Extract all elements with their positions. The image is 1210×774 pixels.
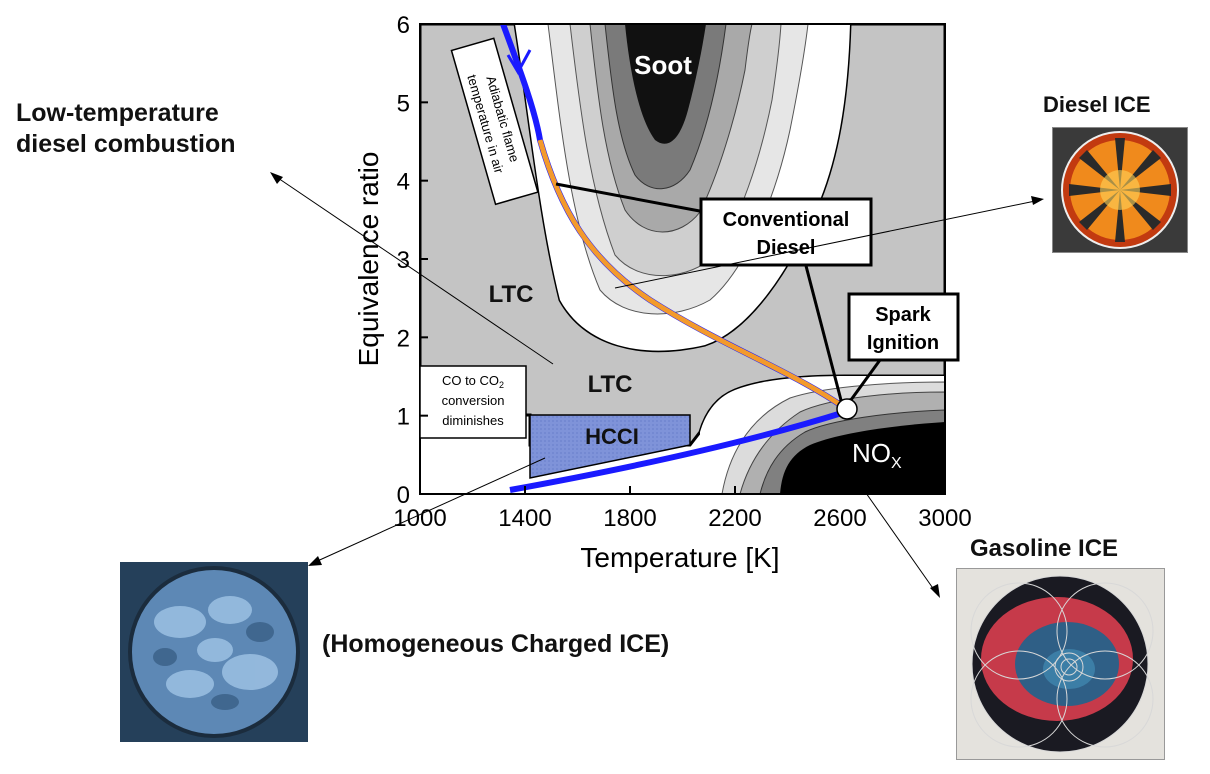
x-tick-label: 1400 [498, 505, 551, 532]
spark-ignition-line1: Spark [875, 304, 931, 326]
conventional-pointer-1 [555, 182, 706, 214]
adiabatic-label-box [450, 37, 539, 206]
x-tick-label: 1000 [393, 505, 446, 532]
diesel-ice-label: Diesel ICE [1043, 92, 1151, 117]
y-tick-label: 6 [397, 12, 410, 39]
adiabatic-lower-curve [509, 409, 846, 493]
co-conversion-box [419, 365, 527, 439]
region-nox: NOX [852, 438, 902, 472]
homogeneous-label: (Homogeneous Charged ICE) [322, 630, 670, 658]
hcci-graphic [120, 562, 308, 742]
gasoline-ice-arrow [865, 492, 938, 595]
diesel-ice-image [1052, 127, 1188, 253]
conventional-pointer-2 [803, 261, 844, 405]
gasoline-ice-arrowhead [930, 584, 940, 598]
hcci-region [529, 414, 691, 479]
gasoline-ice-graphic [957, 569, 1164, 759]
x-axis-label: Temperature [K] [580, 542, 779, 573]
hcci-arrowhead [308, 556, 322, 566]
gasoline-ice-label: Gasoline ICE [970, 535, 1119, 562]
ltdc-arrow [274, 175, 554, 365]
gasoline-ice-image [956, 568, 1165, 760]
ltdc-line2: diesel combustion [16, 130, 236, 159]
diesel-ice-arrow [614, 199, 1041, 289]
conventional-diesel-line1: Conventional [723, 209, 850, 231]
ltdc-annotation: Low-temperature diesel combustion [16, 98, 235, 161]
spark-ignition-box [847, 292, 960, 362]
y-tick-label: 3 [397, 247, 410, 274]
diesel-path [537, 139, 847, 411]
y-tick-label: 4 [397, 169, 410, 196]
y-tick-label: 1 [397, 404, 410, 431]
x-tick-label: 3000 [918, 505, 971, 532]
hcci-arrow [312, 457, 546, 564]
diesel-ice-arrowhead [1031, 196, 1044, 205]
y-tick-label: 2 [397, 325, 410, 352]
region-hcci: HCCI [585, 424, 639, 449]
spark-ignition-line2: Ignition [867, 332, 939, 354]
spark-pointer [846, 359, 882, 405]
y-tick-label: 0 [397, 482, 410, 509]
region-ltc-lower: LTC [588, 371, 633, 398]
y-axis-label: Equivalence ratio [353, 152, 384, 367]
soot-core [625, 24, 706, 144]
co-conversion-line2: conversion [442, 393, 505, 408]
y-tick-label: 5 [397, 90, 410, 117]
ltdc-arrowhead [270, 172, 283, 184]
spark-ignition-point [836, 398, 858, 420]
annotation-arrows [270, 172, 1044, 598]
x-tick-label: 2200 [708, 505, 761, 532]
nox-core [780, 422, 945, 494]
axes: 1000 1400 1800 2200 2600 3000 0 1 2 3 4 5 6 [393, 12, 971, 532]
region-ltc-upper: LTC [489, 281, 534, 308]
adiabatic-tick [506, 49, 532, 76]
x-tick-label: 1800 [603, 505, 656, 532]
x-tick-label: 2600 [813, 505, 866, 532]
conventional-diesel-box [699, 197, 873, 267]
region-soot: Soot [634, 50, 692, 80]
hcci-image [120, 562, 308, 742]
co-conversion-line3: diminishes [442, 413, 504, 428]
ltdc-line1: Low-temperature [16, 99, 219, 127]
conventional-diesel-line2: Diesel [757, 237, 816, 259]
diesel-ice-graphic [1053, 128, 1187, 252]
co-conversion-line1: CO to CO2 [442, 373, 504, 390]
